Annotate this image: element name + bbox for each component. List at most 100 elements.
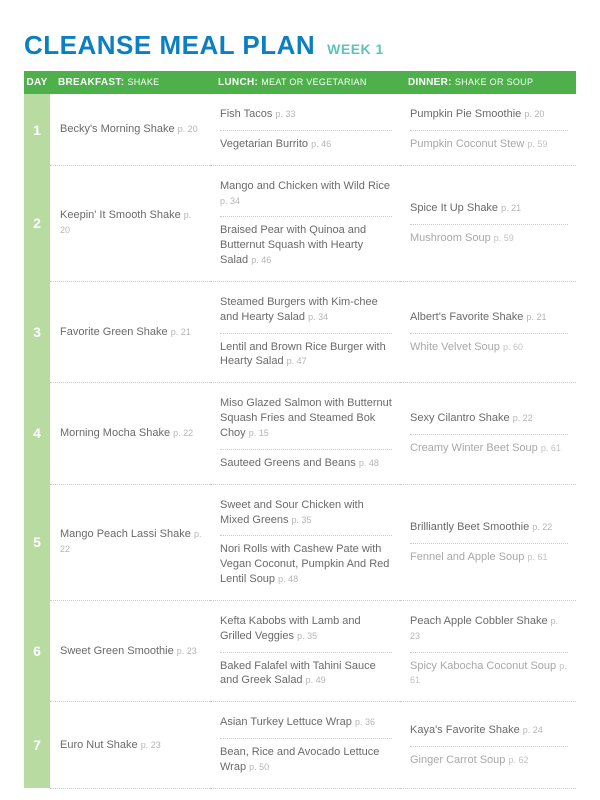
meal-page: p. 48 <box>359 458 379 468</box>
lunch-cell: Sweet and Sour Chicken with Mixed Greens… <box>210 484 400 600</box>
dinner-item: Kaya's Favorite Shake p. 24 <box>410 720 568 741</box>
meal-name: Mango Peach Lassi Shake <box>60 528 191 540</box>
meal-name: Bean, Rice and Avocado Lettuce Wrap <box>220 746 379 773</box>
meal-name: Keepin' It Smooth Shake <box>60 209 181 221</box>
lunch-cell: Asian Turkey Lettuce Wrap p. 36Bean, Ric… <box>210 702 400 789</box>
lunch-item: Fish Tacos p. 33 <box>220 104 392 125</box>
lunch-item: Nori Rolls with Cashew Pate with Vegan C… <box>220 535 392 590</box>
dinner-item: Mushroom Soup p. 59 <box>410 224 568 249</box>
breakfast-cell: Favorite Green Shake p. 21 <box>50 281 210 382</box>
lunch-item: Miso Glazed Salmon with Butternut Squash… <box>220 393 392 444</box>
lunch-item: Lentil and Brown Rice Burger with Hearty… <box>220 333 392 373</box>
meal-name: Mushroom Soup <box>410 232 491 244</box>
meal-page: p. 34 <box>220 196 240 206</box>
meal-name: Fish Tacos <box>220 108 272 120</box>
meal-page: p. 21 <box>526 312 546 322</box>
meal-name: Morning Mocha Shake <box>60 427 170 439</box>
meal-name: Brilliantly Beet Smoothie <box>410 521 529 533</box>
day-number: 4 <box>24 383 50 484</box>
dinner-cell: Albert's Favorite Shake p. 21White Velve… <box>400 281 576 382</box>
meal-name: Ginger Carrot Soup <box>410 754 505 766</box>
meal-page: p. 59 <box>527 139 547 149</box>
table-row: 2Keepin' It Smooth Shake p. 20Mango and … <box>24 165 576 281</box>
meal-name: Pumpkin Pie Smoothie <box>410 108 521 120</box>
lunch-item: Sweet and Sour Chicken with Mixed Greens… <box>220 495 392 531</box>
meal-name: Sweet Green Smoothie <box>60 645 174 657</box>
meal-page: p. 46 <box>251 255 271 265</box>
dinner-cell: Brilliantly Beet Smoothie p. 22 Fennel an… <box>400 484 576 600</box>
dinner-item: White Velvet Soup p. 60 <box>410 333 568 358</box>
breakfast-cell: Morning Mocha Shake p. 22 <box>50 383 210 484</box>
lunch-cell: Miso Glazed Salmon with Butternut Squash… <box>210 383 400 484</box>
meal-page: p. 35 <box>297 631 317 641</box>
dinner-item: Sexy Cilantro Shake p. 22 <box>410 408 568 429</box>
lunch-item: Vegetarian Burrito p. 46 <box>220 130 392 155</box>
meal-page: p. 47 <box>287 356 307 366</box>
lunch-item: Bean, Rice and Avocado Lettuce Wrap p. 5… <box>220 738 392 778</box>
lunch-item: Braised Pear with Quinoa and Butternut S… <box>220 216 392 271</box>
meal-name: Favorite Green Shake <box>60 326 168 338</box>
col-day: DAY <box>24 71 50 94</box>
col-breakfast-label: BREAKFAST: <box>58 77 124 88</box>
lunch-cell: Steamed Burgers with Kim-chee and Hearty… <box>210 281 400 382</box>
table-row: 1Becky's Morning Shake p. 20Fish Tacos p… <box>24 94 576 165</box>
dinner-item: Brilliantly Beet Smoothie p. 22 <box>410 517 568 538</box>
meal-page: p. 50 <box>249 762 269 772</box>
table-row: 4 Morning Mocha Shake p. 22 Miso Glazed Sa… <box>24 383 576 484</box>
breakfast-item: Morning Mocha Shake p. 22 <box>60 423 202 444</box>
meal-page: p. 59 <box>494 233 514 243</box>
meal-name: Vegetarian Burrito <box>220 138 308 150</box>
table-row: 6 Sweet Green Smoothie p. 23 Kefta Kabobs … <box>24 600 576 701</box>
dinner-cell: Sexy Cilantro Shake p. 22 Creamy Winter B… <box>400 383 576 484</box>
dinner-cell: Peach Apple Cobbler Shake p. 23Spicy Kab… <box>400 600 576 701</box>
meal-name: Braised Pear with Quinoa and Butternut S… <box>220 224 366 266</box>
meal-page: p. 61 <box>541 443 561 453</box>
meal-page: p. 23 <box>177 646 197 656</box>
breakfast-cell: Keepin' It Smooth Shake p. 20 <box>50 165 210 281</box>
meal-page: p. 61 <box>527 552 547 562</box>
table-row: 7Euro Nut Shake p. 23Asian Turkey Lettuc… <box>24 702 576 789</box>
dinner-item: Fennel and Apple Soup p. 61 <box>410 543 568 568</box>
day-number: 5 <box>24 484 50 600</box>
day-number: 7 <box>24 702 50 789</box>
meal-page: p. 20 <box>178 124 198 134</box>
col-dinner-sub: SHAKE OR SOUP <box>455 77 533 87</box>
meal-name: Euro Nut Shake <box>60 739 138 751</box>
meal-name: Fennel and Apple Soup <box>410 551 524 563</box>
meal-name: Asian Turkey Lettuce Wrap <box>220 716 352 728</box>
meal-name: Spice It Up Shake <box>410 202 498 214</box>
breakfast-cell: Mango Peach Lassi Shake p. 22 <box>50 484 210 600</box>
col-lunch-sub: MEAT OR VEGETARIAN <box>261 77 366 87</box>
meal-page: p. 21 <box>171 327 191 337</box>
breakfast-item: Keepin' It Smooth Shake p. 20 <box>60 205 202 241</box>
meal-page: p. 22 <box>173 428 193 438</box>
meal-page: p. 20 <box>524 109 544 119</box>
lunch-cell: Kefta Kabobs with Lamb and Grilled Veggi… <box>210 600 400 701</box>
breakfast-item: Sweet Green Smoothie p. 23 <box>60 641 202 662</box>
dinner-item: Pumpkin Pie Smoothie p. 20 <box>410 104 568 125</box>
day-number: 2 <box>24 165 50 281</box>
col-breakfast-sub: SHAKE <box>127 77 159 87</box>
day-number: 1 <box>24 94 50 165</box>
meal-page: p. 23 <box>141 740 161 750</box>
dinner-cell: Pumpkin Pie Smoothie p. 20Pumpkin Coconu… <box>400 94 576 165</box>
title-row: CLEANSE MEAL PLAN WEEK 1 <box>24 30 576 61</box>
breakfast-cell: Becky's Morning Shake p. 20 <box>50 94 210 165</box>
meal-page: p. 34 <box>308 312 328 322</box>
meal-name: Becky's Morning Shake <box>60 123 175 135</box>
lunch-item: Steamed Burgers with Kim-chee and Hearty… <box>220 292 392 328</box>
dinner-item: Peach Apple Cobbler Shake p. 23 <box>410 611 568 647</box>
day-number: 6 <box>24 600 50 701</box>
dinner-item: Spice It Up Shake p. 21 <box>410 198 568 219</box>
dinner-cell: Spice It Up Shake p. 21 Mushroom Soup p. … <box>400 165 576 281</box>
meal-page: p. 48 <box>278 574 298 584</box>
breakfast-item: Mango Peach Lassi Shake p. 22 <box>60 524 202 560</box>
lunch-item: Sauteed Greens and Beans p. 48 <box>220 449 392 474</box>
dinner-item: Creamy Winter Beet Soup p. 61 <box>410 434 568 459</box>
lunch-item: Kefta Kabobs with Lamb and Grilled Veggi… <box>220 611 392 647</box>
meal-page: p. 22 <box>513 413 533 423</box>
page-title: CLEANSE MEAL PLAN <box>24 30 315 61</box>
col-lunch: LUNCH: MEAT OR VEGETARIAN <box>210 71 400 94</box>
col-dinner: DINNER: SHAKE OR SOUP <box>400 71 576 94</box>
breakfast-cell: Euro Nut Shake p. 23 <box>50 702 210 789</box>
